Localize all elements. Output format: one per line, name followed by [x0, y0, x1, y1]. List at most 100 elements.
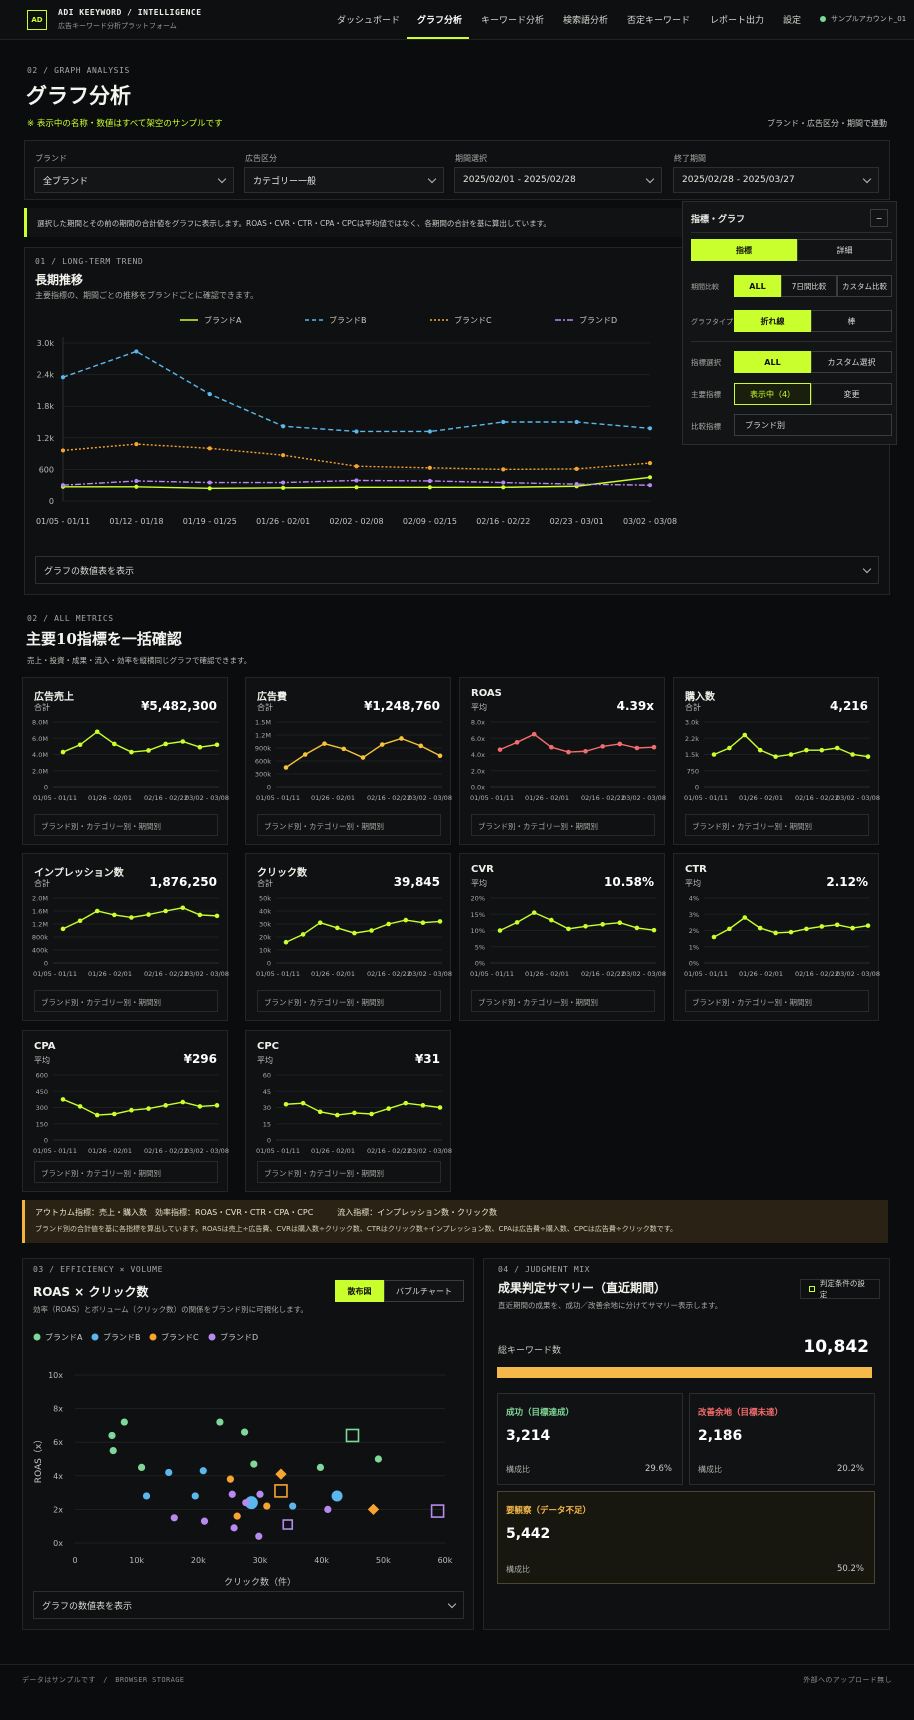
adtype-select[interactable]: カテゴリー一般 [244, 167, 444, 193]
y-tick-label: 40k [259, 908, 271, 916]
metric-name: ROAS [471, 688, 502, 699]
account-menu[interactable]: サンプルアカウント_01 [820, 14, 906, 24]
graph-type-bar[interactable]: 棒 [811, 310, 892, 332]
data-point [228, 1490, 236, 1498]
data-point [242, 1499, 250, 1507]
y-tick-label: 0 [44, 960, 48, 968]
compare-metric-select[interactable]: ブランド別 [734, 414, 892, 436]
legend-label: ブランドB [329, 315, 367, 325]
watch-pct: 50.2% [836, 1564, 864, 1574]
data-point [244, 1496, 258, 1510]
main-metric-status[interactable]: 表示中（4） [734, 383, 811, 405]
judgment-settings-button[interactable]: 判定条件の設定 [800, 1279, 880, 1299]
status-dot-icon [820, 16, 826, 22]
nav-search-terms[interactable]: 検索語分析 [563, 16, 609, 26]
x-tick-label: 01/05 - 01/11 [256, 794, 300, 802]
period-all-option[interactable]: ALL [734, 275, 781, 297]
nav-keyword-analysis[interactable]: キーワード分析 [481, 16, 545, 26]
watch-value: 5,442 [506, 1526, 551, 1542]
filter-panel: ブランド 全ブランド 広告区分 カテゴリー一般 期間選択 2025/02/01 … [24, 140, 890, 200]
tab-details[interactable]: 詳細 [797, 239, 892, 261]
legend-item: ブランドC [149, 1332, 199, 1342]
metric-custom-option[interactable]: カスタム選択 [811, 351, 892, 373]
y-tick-label: 45 [263, 1088, 271, 1096]
legend-label: ブランドD [220, 1332, 258, 1342]
metric-sparkline-chart: 0 2.0M 4.0M 6.0M 8.0M 01/05 - 01/11 01/26 - 02… [32, 719, 229, 803]
chevron-down-icon [427, 174, 437, 183]
metric-value: 39,845 [393, 875, 440, 889]
data-point [281, 453, 286, 458]
x-tick-label: 01/26 - 02/01 [739, 970, 783, 978]
main-metric-change-button[interactable]: 変更 [811, 383, 892, 405]
data-point [317, 920, 323, 925]
y-tick-label: 1.2k [37, 434, 55, 443]
x-tick-label: 02/16 - 02/22 [144, 1147, 188, 1155]
y-tick-label: 0 [49, 497, 54, 506]
settings-popover: 指標・グラフ − 指標 詳細 期間比較 ALL 7日間比較 カスタム比較 グラフ… [682, 201, 897, 445]
metric-value: 4,216 [830, 699, 868, 713]
y-tick-label: 0% [689, 960, 699, 968]
brand-select[interactable]: 全ブランド [34, 167, 234, 193]
filter-end-label: 終了期間 [674, 154, 706, 163]
graph-type-line[interactable]: 折れ線 [734, 310, 811, 332]
tab-metrics[interactable]: 指標 [691, 239, 797, 261]
end-period-select-value: 2025/02/28 - 2025/03/27 [682, 175, 795, 185]
data-point [134, 484, 139, 489]
y-tick-label: 10x [48, 1371, 63, 1380]
nav-report[interactable]: レポート出力 [710, 16, 765, 26]
data-point [514, 740, 520, 745]
x-tick-label: 10k [129, 1556, 144, 1565]
data-point [283, 765, 289, 770]
y-tick-label: 300 [36, 1104, 48, 1112]
data-point [281, 485, 286, 490]
success-value: 3,214 [506, 1428, 551, 1444]
metric-all-option[interactable]: ALL [734, 351, 811, 373]
period-custom-option[interactable]: カスタム比較 [837, 275, 892, 297]
data-point [60, 1097, 66, 1102]
x-tick-label: 02/16 - 02/22 [144, 970, 188, 978]
nav-settings[interactable]: 設定 [783, 16, 802, 26]
data-point [129, 915, 134, 920]
x-tick-label: 01/26 - 02/01 [311, 794, 355, 802]
period-select[interactable]: 2025/02/01 - 2025/02/28 [454, 167, 662, 193]
y-tick-label: 8.0x [471, 719, 485, 727]
scatter-toggle[interactable]: 散布図 [335, 1280, 384, 1302]
x-tick-label: 03/02 - 03/08 [408, 794, 452, 802]
metric-sparkline-chart: 0 750 1.5k 2.2k 3.0k 01/05 - 01/11 01/26 - 02/… [684, 719, 880, 803]
data-point [146, 912, 151, 917]
data-point [146, 748, 151, 753]
nav-negative-keywords[interactable]: 否定キーワード [627, 16, 691, 26]
bubble-toggle[interactable]: バブルチャート [384, 1280, 464, 1302]
data-point [369, 928, 374, 933]
data-point [386, 1106, 391, 1111]
x-tick-label: 01/26 - 02/01 [311, 970, 355, 978]
metric-card: CTR 平均 2.12% ブランド別・カテゴリー別・期間別 0% 1% 2% 3% 4% 01/0… [673, 853, 880, 1021]
y-tick-label: 1.6M [32, 908, 48, 916]
y-tick-label: 1.2M [255, 732, 271, 740]
data-point [283, 939, 289, 945]
data-point [634, 925, 640, 931]
metric-stat-label: 平均 [257, 1056, 273, 1065]
nav-graph-analysis[interactable]: グラフ分析 [417, 16, 463, 26]
y-tick-label: 4.0x [471, 751, 485, 759]
end-period-select[interactable]: 2025/02/28 - 2025/03/27 [673, 167, 879, 193]
data-point [420, 1103, 426, 1108]
data-point [583, 748, 588, 754]
data-point [788, 929, 794, 935]
nav-dashboard[interactable]: ダッシュボード [337, 16, 401, 26]
success-pct: 29.6% [644, 1464, 672, 1474]
data-point [94, 908, 100, 914]
metric-card: インプレッション数 合計 1,876,250 ブランド別・カテゴリー別・期間別 0 400… [22, 853, 229, 1021]
scatter-table-toggle[interactable]: グラフの数値表を表示 [33, 1591, 464, 1619]
metric-value: ¥5,482,300 [141, 699, 217, 713]
trend-title: 長期推移 [35, 273, 84, 287]
collapse-button[interactable]: − [870, 209, 888, 227]
metric-name: CTR [685, 864, 707, 875]
y-tick-label: 6x [53, 1438, 63, 1447]
y-tick-label: 0% [475, 960, 485, 968]
metrics-section-label: 02 / ALL METRICS [27, 614, 114, 623]
x-tick-label: 0 [72, 1556, 77, 1565]
data-point [289, 1502, 297, 1510]
trend-table-toggle[interactable]: グラフの数値表を表示 [35, 556, 879, 584]
period-7day-option[interactable]: 7日間比較 [781, 275, 837, 297]
